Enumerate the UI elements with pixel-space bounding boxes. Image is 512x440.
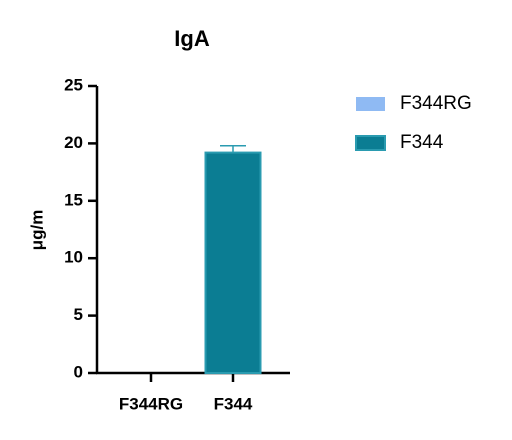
legend-swatch: [355, 135, 386, 151]
y-axis-label: μg/m: [27, 210, 46, 251]
x-tick-label: F344RG: [119, 394, 183, 413]
y-tick-label: 25: [64, 75, 83, 94]
y-tick-label: 15: [64, 190, 83, 209]
legend-swatch: [356, 97, 385, 111]
y-tick-label: 0: [74, 362, 83, 381]
x-tick-label: F344: [214, 394, 253, 413]
legend-label: F344RG: [400, 93, 472, 114]
y-tick-label: 20: [64, 133, 83, 152]
y-tick-label: 10: [64, 248, 83, 267]
legend-label: F344: [400, 132, 444, 153]
chart-title: IgA: [174, 26, 210, 51]
y-tick-label: 5: [74, 305, 83, 324]
bar: [204, 151, 262, 374]
